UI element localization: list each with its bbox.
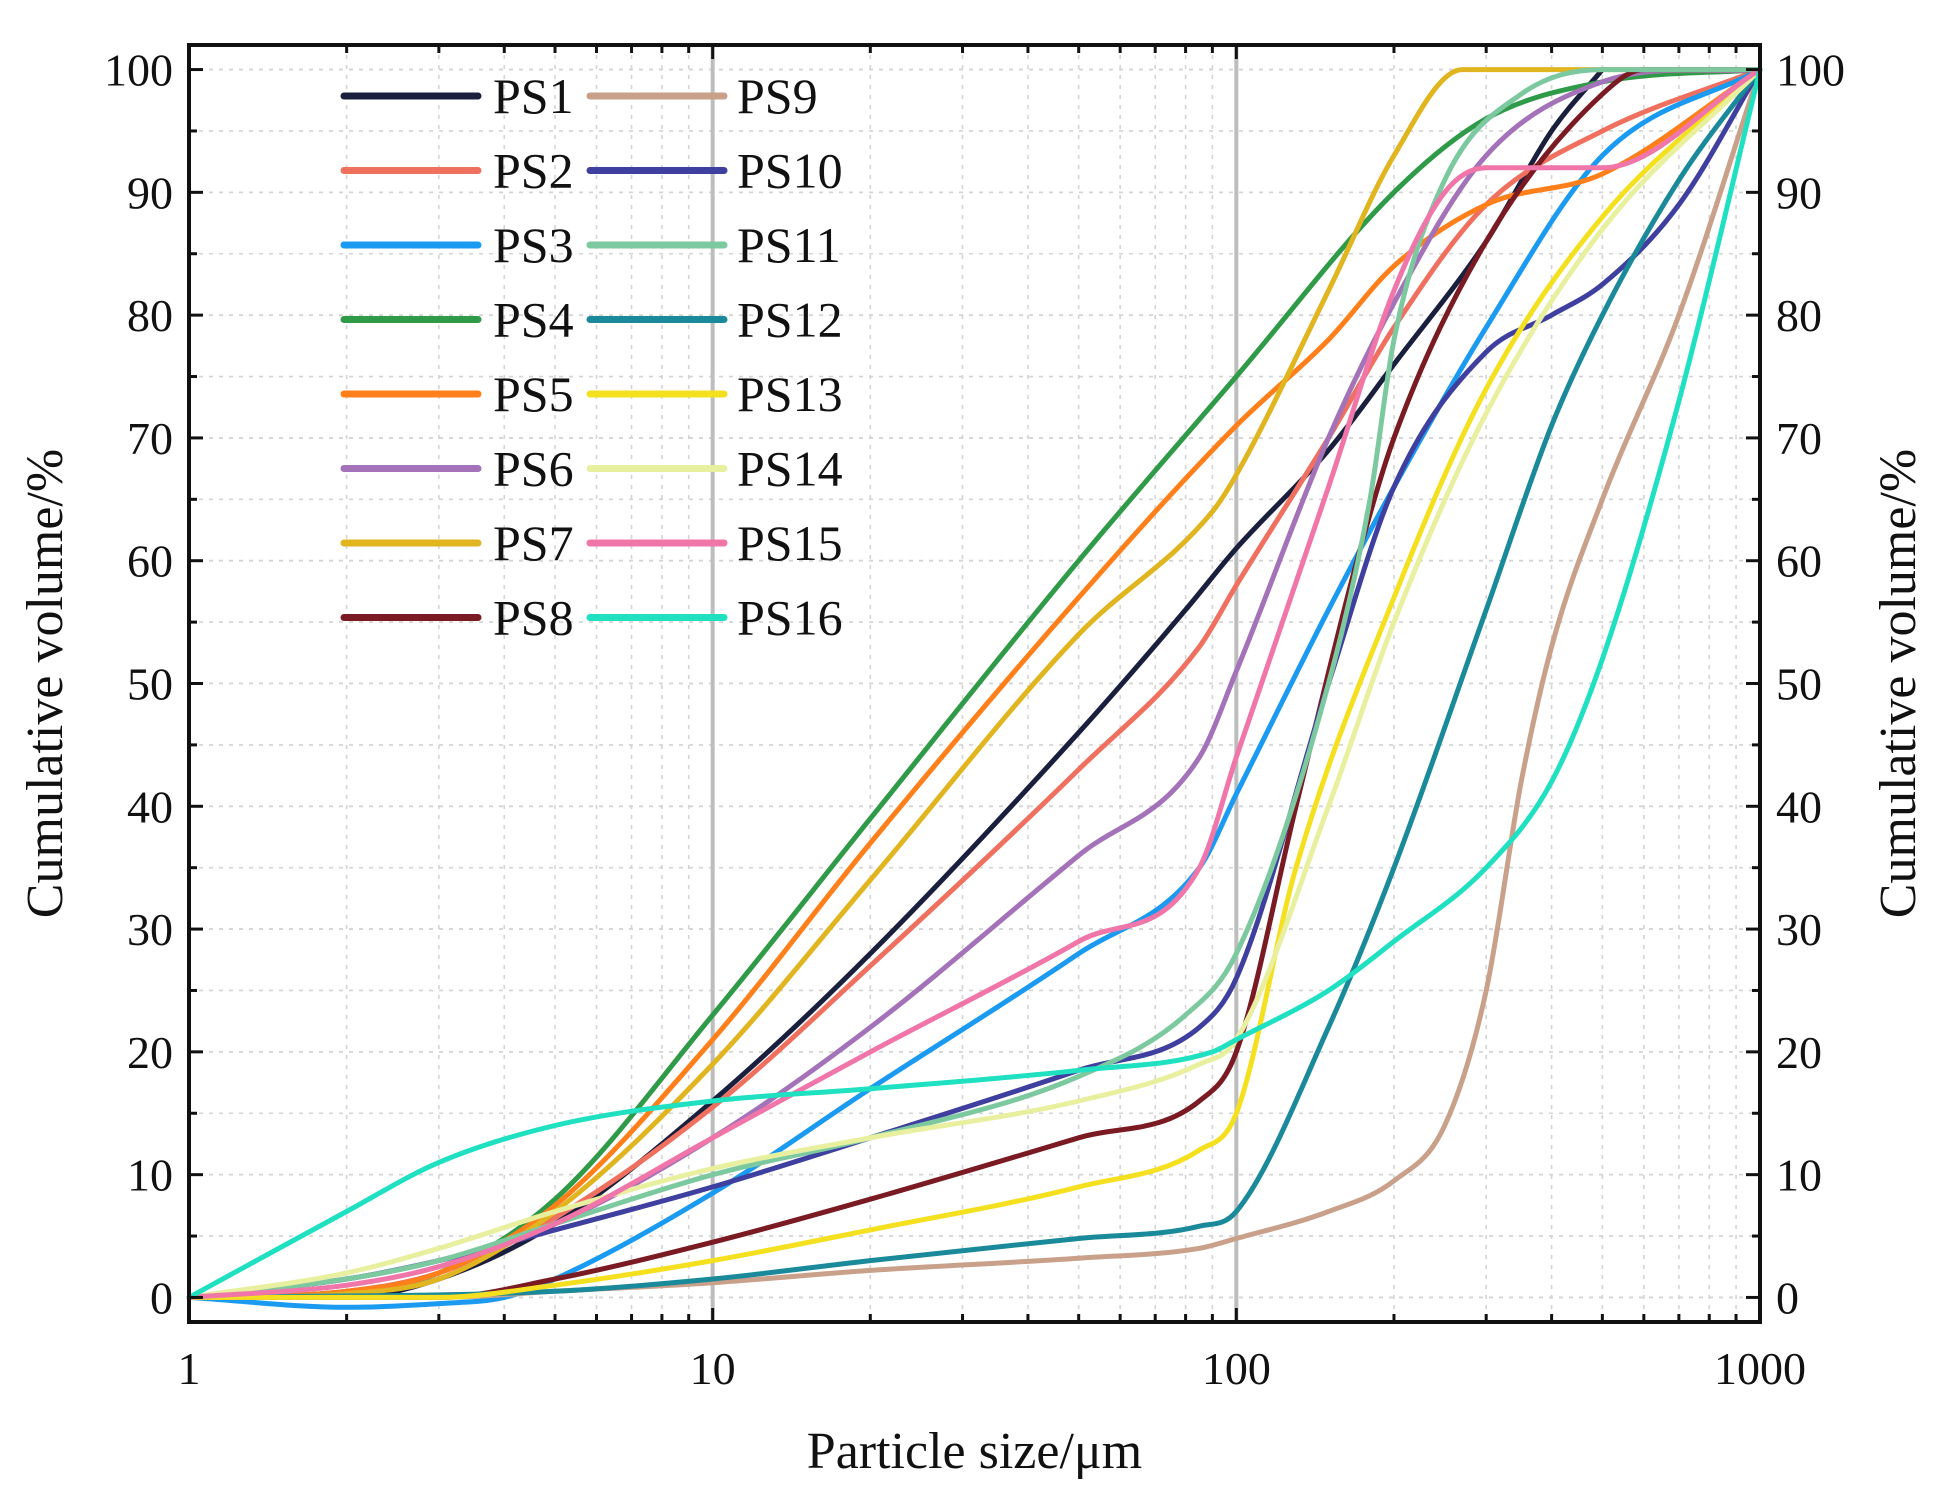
y-tick-label-left: 40 [127, 781, 173, 832]
y-tick-label-left: 100 [104, 45, 173, 96]
y-tick-label-right: 100 [1776, 45, 1845, 96]
legend-label-ps10: PS10 [737, 143, 843, 199]
legend: PS1 PS2 PS3 PS4 PS5 PS6 PS7 PS8 PS9 PS10 PS11 PS12 P… [340, 68, 843, 646]
y-tick-label-left: 10 [127, 1150, 173, 1201]
y-tick-label-right: 0 [1776, 1272, 1799, 1323]
y-tick-label-right: 40 [1776, 781, 1822, 832]
y-tick-label-right: 90 [1776, 167, 1822, 218]
grid [189, 45, 1760, 1322]
plot-frame [187, 43, 1762, 1324]
y-tick-label-right: 20 [1776, 1027, 1822, 1078]
x-tick-label: 1000 [1714, 1343, 1806, 1394]
y-tick-label-right: 70 [1776, 413, 1822, 464]
legend-label-ps8: PS8 [493, 590, 574, 646]
legend-label-ps15: PS15 [737, 515, 843, 571]
legend-label-ps16: PS16 [737, 590, 843, 646]
y-tick-label-right: 50 [1776, 659, 1822, 710]
legend-label-ps2: PS2 [493, 143, 574, 199]
y-tick-label-right: 80 [1776, 290, 1822, 341]
y-tick-label-left: 80 [127, 290, 173, 341]
y-tick-label-left: 50 [127, 659, 173, 710]
y-axis-label-right: Cumulative volume/% [1870, 449, 1927, 918]
y-tick-label-right: 30 [1776, 904, 1822, 955]
legend-label-ps12: PS12 [737, 292, 843, 348]
tick-labels: 0 0 10 10 20 20 30 30 40 40 50 50 60 60 70 70 80 80 90 90 10… [104, 45, 1845, 1394]
series-line-ps11 [186, 67, 1763, 1300]
legend-label-ps6: PS6 [493, 441, 574, 497]
series-line-ps5 [186, 67, 1763, 1300]
y-tick-label-right: 10 [1776, 1150, 1822, 1201]
legend-label-ps7: PS7 [493, 515, 574, 571]
legend-label-ps5: PS5 [493, 366, 574, 422]
legend-label-ps1: PS1 [493, 68, 574, 124]
y-tick-label-left: 60 [127, 536, 173, 587]
x-tick-label: 10 [690, 1343, 736, 1394]
series-line-ps8 [186, 67, 1763, 1300]
legend-label-ps4: PS4 [493, 292, 574, 348]
series-line-ps13 [186, 67, 1763, 1300]
series-line-ps3 [186, 67, 1763, 1310]
y-axis-label-left: Cumulative volume/% [17, 449, 74, 918]
y-tick-label-left: 70 [127, 413, 173, 464]
x-axis-label: Particle size/μm [807, 1423, 1142, 1480]
series-lines [186, 67, 1763, 1310]
y-tick-label-left: 0 [150, 1272, 173, 1323]
x-tick-label: 1 [178, 1343, 201, 1394]
y-tick-label-left: 20 [127, 1027, 173, 1078]
y-tick-label-left: 30 [127, 904, 173, 955]
legend-label-ps3: PS3 [493, 217, 574, 273]
legend-label-ps9: PS9 [737, 68, 818, 124]
legend-label-ps14: PS14 [737, 441, 843, 497]
series-line-ps14 [186, 67, 1763, 1300]
y-tick-label-right: 60 [1776, 536, 1822, 587]
series-line-ps12 [186, 67, 1763, 1300]
axis-ticks [187, 45, 1762, 1322]
series-line-ps15 [186, 67, 1763, 1300]
x-tick-label: 100 [1202, 1343, 1271, 1394]
series-line-ps7 [186, 67, 1763, 1300]
legend-label-ps13: PS13 [737, 366, 843, 422]
legend-label-ps11: PS11 [737, 217, 841, 273]
y-tick-label-left: 90 [127, 167, 173, 218]
series-line-ps16 [186, 67, 1763, 1300]
